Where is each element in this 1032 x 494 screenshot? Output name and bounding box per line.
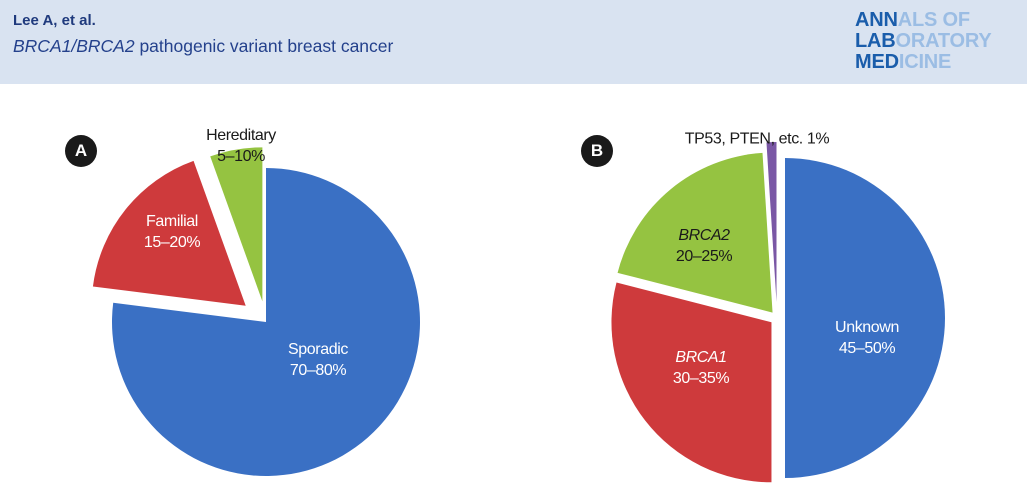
slice-label-familial: Familial 15–20%: [143, 213, 201, 251]
pie-slice-unknown: [785, 158, 945, 478]
pie-slice-brca1: [611, 282, 772, 483]
pie-slice-hereditary: [210, 147, 263, 302]
panel-b-badge: B: [581, 135, 613, 167]
journal-logo-line1: ANNALS OF: [855, 9, 970, 31]
figure-title-rest: pathogenic variant breast cancer: [134, 36, 394, 56]
authors-line: Lee A, et al.: [13, 12, 96, 29]
pie-slice-tp53-pten-etc: [766, 142, 777, 303]
figure-header: Lee A, et al. BRCA1/BRCA2 pathogenic var…: [0, 0, 1027, 84]
journal-logo-line2: LABORATORY: [855, 30, 992, 52]
slice-label-unknown: Unknown 45–50%: [835, 319, 899, 357]
slice-label-brca1: BRCA1 30–35%: [672, 349, 730, 387]
journal-logo: ANNALS OF LABORATORY MEDICINE: [855, 10, 992, 73]
slice-label-sporadic: Sporadic 70–80%: [288, 341, 348, 379]
figure-title: BRCA1/BRCA2 pathogenic variant breast ca…: [13, 36, 393, 57]
pie-slice-brca2: [617, 152, 773, 313]
journal-logo-line3: MEDICINE: [855, 51, 952, 73]
pie-slice-sporadic: [112, 168, 420, 477]
slice-label-brca2: BRCA2 20–25%: [675, 227, 733, 265]
pie-slice-familial: [92, 160, 246, 306]
slice-label-hereditary: Hereditary 5–10%: [206, 127, 276, 165]
figure-title-gene: BRCA1/BRCA2: [13, 36, 135, 56]
panel-a-badge: A: [65, 135, 97, 167]
slice-label-tp53-pten-etc: TP53, PTEN, etc. 1%: [684, 130, 830, 148]
